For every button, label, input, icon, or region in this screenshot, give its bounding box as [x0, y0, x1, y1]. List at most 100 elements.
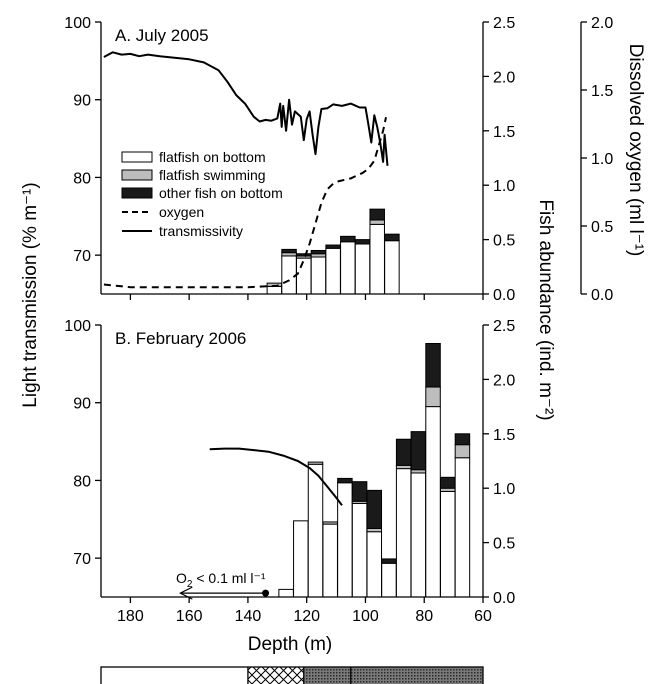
- left-tick-label-a-100: 100: [64, 15, 91, 32]
- oxygen-annotation: O2 < 0.1 ml l⁻¹: [176, 570, 266, 590]
- abundance-tick-label-a-1.0: 1.0: [493, 178, 515, 195]
- legend-label-3: oxygen: [159, 204, 204, 220]
- legend-swatch-1: [121, 169, 153, 181]
- left-tick-label-a-80: 80: [73, 170, 91, 187]
- bar-b-5-other-fish-on-bottom: [351, 481, 368, 502]
- bar-b-4-other-fish-on-bottom: [337, 477, 353, 484]
- abundance-tick-label-b-0.0: 0.0: [493, 590, 515, 607]
- bar-a-7-flatfish-on-bottom: [369, 223, 385, 295]
- oxygen-tick-label-1.0: 1.0: [591, 151, 613, 168]
- abundance-tick-label-b-1.5: 1.5: [493, 427, 515, 444]
- x-tick-label-60: 60: [474, 608, 492, 625]
- abundance-tick-label-b-2.0: 2.0: [493, 372, 515, 389]
- legend: flatfish on bottom flatfish swimming other…: [121, 149, 283, 239]
- bar-b-8-flatfish-on-bottom: [395, 468, 412, 598]
- substrate-segment-crosshatch: [247, 667, 304, 684]
- x-tick-label-160: 160: [176, 608, 203, 625]
- left-tick-label-a-90: 90: [73, 93, 91, 110]
- bar-a-6-flatfish-on-bottom: [354, 243, 371, 295]
- oxygen-tick-label-0.0: 0.0: [591, 287, 613, 304]
- bar-a-3-flatfish-on-bottom: [310, 256, 327, 295]
- legend-swatch-0: [121, 151, 153, 163]
- y-axis-label-fish-abundance: Fish abundance (ind. m⁻²): [535, 199, 556, 420]
- abundance-tick-label-a-0.5: 0.5: [493, 233, 515, 250]
- left-tick-label-b-100: 100: [64, 318, 91, 335]
- oxygen-tick-label-0.5: 0.5: [591, 219, 613, 236]
- bar-b-7-flatfish-on-bottom: [381, 562, 397, 598]
- abundance-tick-label-a-0.0: 0.0: [493, 287, 515, 304]
- shared-axes: Light transmission (% m⁻¹) Fish abundanc…: [20, 44, 646, 655]
- bar-a-0-flatfish-on-bottom: [266, 285, 283, 295]
- bar-b-12-other-fish-on-bottom: [454, 433, 471, 446]
- bar-a-5-flatfish-on-bottom: [340, 241, 356, 295]
- legend-label-1: flatfish swimming: [159, 167, 266, 183]
- bar-b-5-flatfish-on-bottom: [351, 502, 368, 598]
- legend-label-2: other fish on bottom: [159, 185, 283, 201]
- bar-a-7-flatfish-swimming: [369, 219, 385, 225]
- bar-a-8-flatfish-on-bottom: [384, 240, 400, 295]
- abundance-tick-label-b-1.0: 1.0: [493, 481, 515, 498]
- x-tick-label-80: 80: [415, 608, 433, 625]
- oxygen-arrow-dot: [262, 589, 270, 597]
- left-tick-label-a-70: 70: [73, 248, 91, 265]
- bar-b-0-flatfish-on-bottom: [278, 588, 294, 598]
- bar-b-3-flatfish-swimming: [322, 521, 338, 525]
- bar-b-3-flatfish-on-bottom: [322, 523, 338, 598]
- x-tick-label-100: 100: [352, 608, 379, 625]
- oxygen-line-a: [103, 116, 387, 289]
- left-tick-label-b-70: 70: [73, 551, 91, 568]
- transmissivity-line-a: [103, 51, 389, 166]
- x-axis-label-depth: Depth (m): [248, 634, 332, 655]
- y-axis-label-light-transmission: Light transmission (% m⁻¹): [20, 182, 41, 407]
- legend-label-4: transmissivity: [159, 223, 243, 239]
- bar-a-4-other-fish-on-bottom: [325, 244, 341, 249]
- abundance-tick-label-b-0.5: 0.5: [493, 536, 515, 553]
- bar-b-12-flatfish-on-bottom: [454, 457, 471, 598]
- bar-a-3-other-fish-on-bottom: [310, 249, 327, 255]
- panel-b: 70 80 90 100 0.0 0.5 1.0 1.5 2.0 2.5 180 160 140 120 1…: [64, 318, 515, 625]
- bar-a-6-other-fish-on-bottom: [354, 239, 371, 245]
- panel-title-a: A. July 2005: [115, 26, 209, 45]
- bar-a-8-other-fish-on-bottom: [384, 233, 400, 242]
- bar-a-2-other-fish-on-bottom: [296, 253, 312, 257]
- bar-a-2-flatfish-on-bottom: [296, 257, 312, 295]
- abundance-tick-label-b-2.5: 2.5: [493, 318, 515, 335]
- abundance-tick-label-a-1.5: 1.5: [493, 124, 515, 141]
- legend-swatch-2: [121, 187, 153, 199]
- bar-b-6-flatfish-on-bottom: [366, 531, 383, 598]
- substrate-bar: [100, 666, 484, 684]
- bar-b-1-flatfish-on-bottom: [293, 520, 309, 598]
- bar-b-9-other-fish-on-bottom: [410, 431, 427, 471]
- panel-a: 70 80 90 100 0.0 0.5 1.0 1.5 2.0 2.5 0.0 0.5 1.0 1.5 2…: [64, 15, 613, 304]
- oxygen-tick-label-2.0: 2.0: [591, 15, 613, 32]
- bar-b-6-other-fish-on-bottom: [366, 489, 383, 529]
- bar-a-5-other-fish-on-bottom: [340, 235, 356, 243]
- abundance-tick-label-a-2.0: 2.0: [493, 69, 515, 86]
- x-tick-label-120: 120: [293, 608, 320, 625]
- bar-b-2-flatfish-on-bottom: [307, 463, 324, 598]
- x-tick-label-180: 180: [117, 608, 144, 625]
- legend-label-0: flatfish on bottom: [159, 149, 266, 165]
- bar-b-10-flatfish-swimming: [425, 386, 441, 408]
- substrate-segment-stipple: [303, 667, 483, 684]
- bar-b-11-flatfish-on-bottom: [439, 490, 456, 598]
- bar-b-10-flatfish-on-bottom: [425, 406, 441, 598]
- bar-b-7-other-fish-on-bottom: [381, 558, 397, 564]
- x-tick-label-140: 140: [235, 608, 262, 625]
- bar-a-1-other-fish-on-bottom: [281, 248, 297, 254]
- y-axis-label-dissolved-oxygen: Dissolved oxygen (ml l⁻¹): [625, 44, 646, 257]
- left-tick-label-b-80: 80: [73, 473, 91, 490]
- panel-title-b: B. February 2006: [115, 329, 246, 348]
- bar-b-11-other-fish-on-bottom: [439, 476, 456, 489]
- abundance-tick-label-a-2.5: 2.5: [493, 15, 515, 32]
- left-tick-label-b-90: 90: [73, 396, 91, 413]
- substrate-segment-blank: [101, 667, 248, 684]
- bar-a-7-other-fish-on-bottom: [369, 208, 385, 221]
- transmissivity-line-b: [209, 447, 343, 506]
- bar-b-4-flatfish-on-bottom: [337, 482, 353, 598]
- substrate-frame: [100, 666, 484, 684]
- bar-b-12-flatfish-swimming: [454, 444, 471, 459]
- bar-b-10-other-fish-on-bottom: [425, 342, 441, 388]
- oxygen-arrow-head: [178, 586, 193, 600]
